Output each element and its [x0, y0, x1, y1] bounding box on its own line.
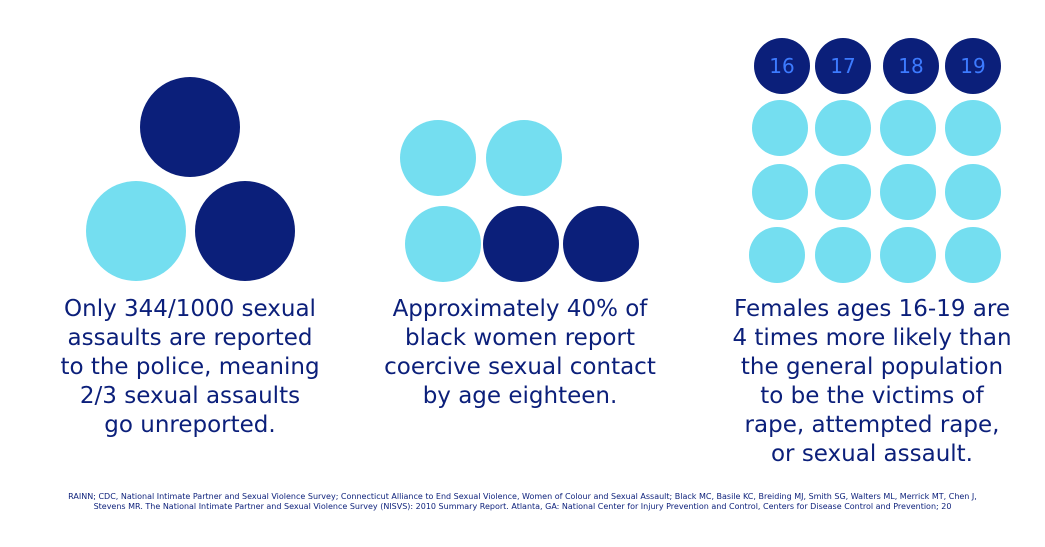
population-circle: [749, 227, 805, 283]
light-circle-2: [486, 120, 562, 196]
reported-circle: [86, 181, 186, 281]
ages-caption: Females ages 16-19 are 4 times more like…: [732, 296, 1012, 467]
coercive-caption: Approximately 40% of black women report …: [384, 296, 656, 409]
light-circle-1: [400, 120, 476, 196]
population-circle: [815, 227, 871, 283]
population-circle: [752, 100, 808, 156]
age-label-19: 19: [960, 54, 986, 78]
age-circle-16: 16: [754, 38, 810, 94]
population-circle: [752, 164, 808, 220]
population-circle: [945, 227, 1001, 283]
dark-circle-1: [483, 206, 559, 282]
age-label-17: 17: [830, 54, 856, 78]
dark-circle-2: [563, 206, 639, 282]
age-label-16: 16: [769, 54, 795, 78]
population-circle: [945, 100, 1001, 156]
population-circle: [815, 100, 871, 156]
age-circle-17: 17: [815, 38, 871, 94]
source-footnote: RAINN; CDC, National Intimate Partner an…: [68, 492, 977, 511]
population-circle: [880, 227, 936, 283]
age-label-18: 18: [898, 54, 924, 78]
population-circle: [815, 164, 871, 220]
population-circle: [880, 100, 936, 156]
population-circle: [945, 164, 1001, 220]
reported-caption: Only 344/1000 sexual assaults are report…: [60, 296, 320, 438]
age-circle-18: 18: [883, 38, 939, 94]
population-circle: [880, 164, 936, 220]
unreported-circle-top: [140, 77, 240, 177]
age-circle-19: 19: [945, 38, 1001, 94]
unreported-circle-right: [195, 181, 295, 281]
light-circle-3: [405, 206, 481, 282]
